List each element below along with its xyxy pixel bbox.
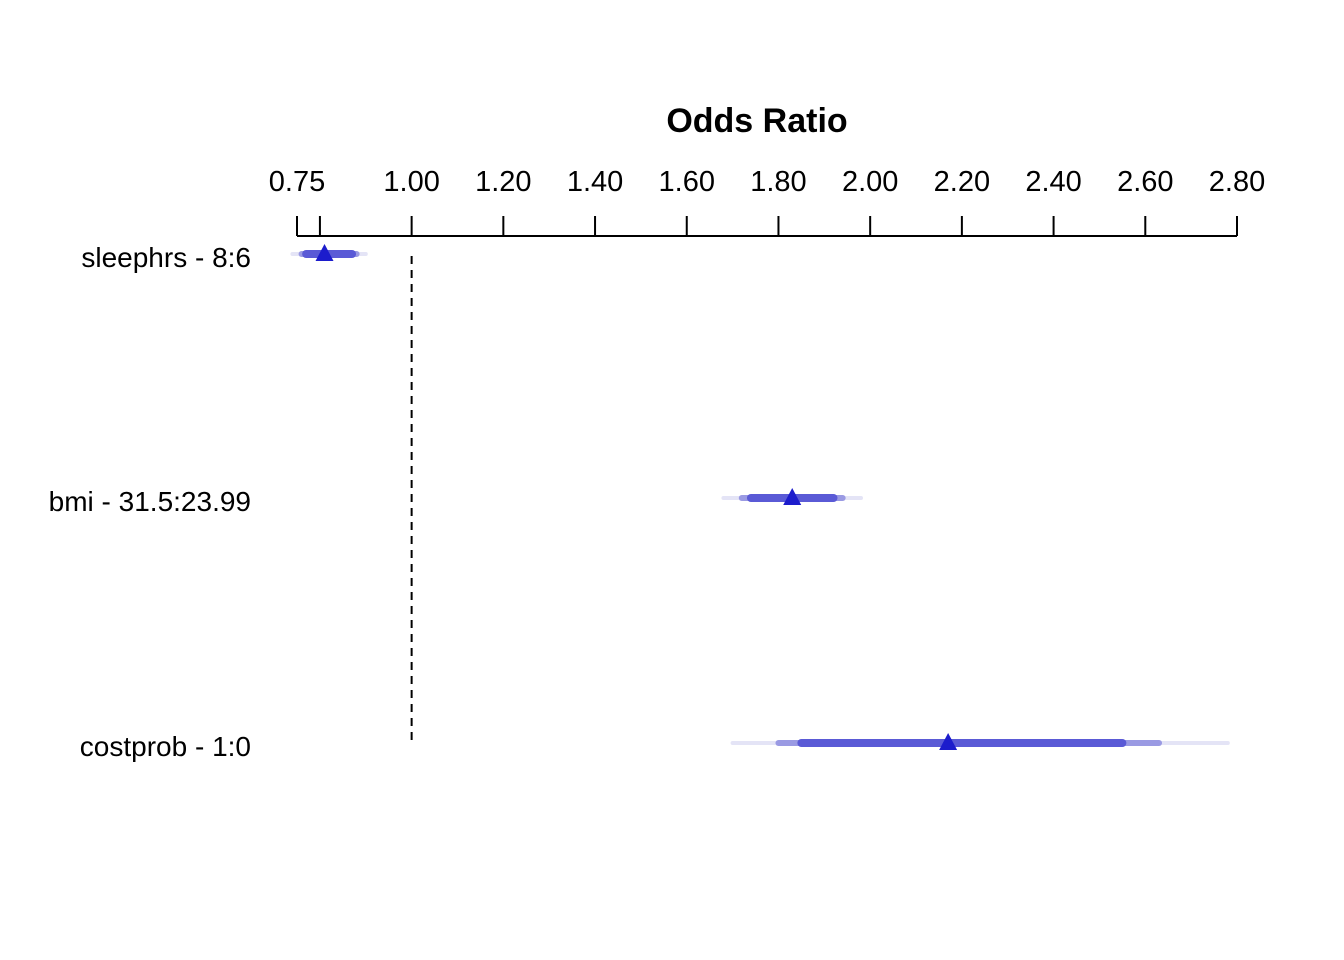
point-estimate-marker (783, 488, 802, 505)
x-tick-label: 2.20 (934, 166, 990, 198)
point-estimate-marker (315, 244, 334, 261)
row-label: bmi - 31.5:23.99 (49, 486, 251, 517)
rows-group: sleephrs - 8:6 bmi - 31.5:23.99 costprob -… (49, 242, 1230, 762)
x-tick-label: 1.00 (383, 166, 439, 198)
row: sleephrs - 8:6 (81, 242, 368, 273)
x-axis-title: Odds Ratio (666, 102, 847, 140)
row: costprob - 1:0 (80, 731, 1230, 762)
x-tick-label: 2.60 (1117, 166, 1173, 198)
x-tick-label: 2.40 (1025, 166, 1081, 198)
point-estimate-marker (939, 733, 958, 750)
x-tick-label: 1.20 (475, 166, 531, 198)
row-label: sleephrs - 8:6 (81, 242, 251, 273)
x-tick-label: 0.75 (269, 166, 325, 198)
row: bmi - 31.5:23.99 (49, 486, 863, 517)
x-tick-label: 2.80 (1209, 166, 1265, 198)
x-tick-label: 2.00 (842, 166, 898, 198)
x-axis: 0.75 1.00 1.20 1.40 1.60 1.80 2.00 2.20 2.40 2.60… (269, 166, 1265, 237)
x-tick-label: 1.60 (659, 166, 715, 198)
row-label: costprob - 1:0 (80, 731, 251, 762)
x-tick-label: 1.40 (567, 166, 623, 198)
x-tick-label: 1.80 (750, 166, 806, 198)
